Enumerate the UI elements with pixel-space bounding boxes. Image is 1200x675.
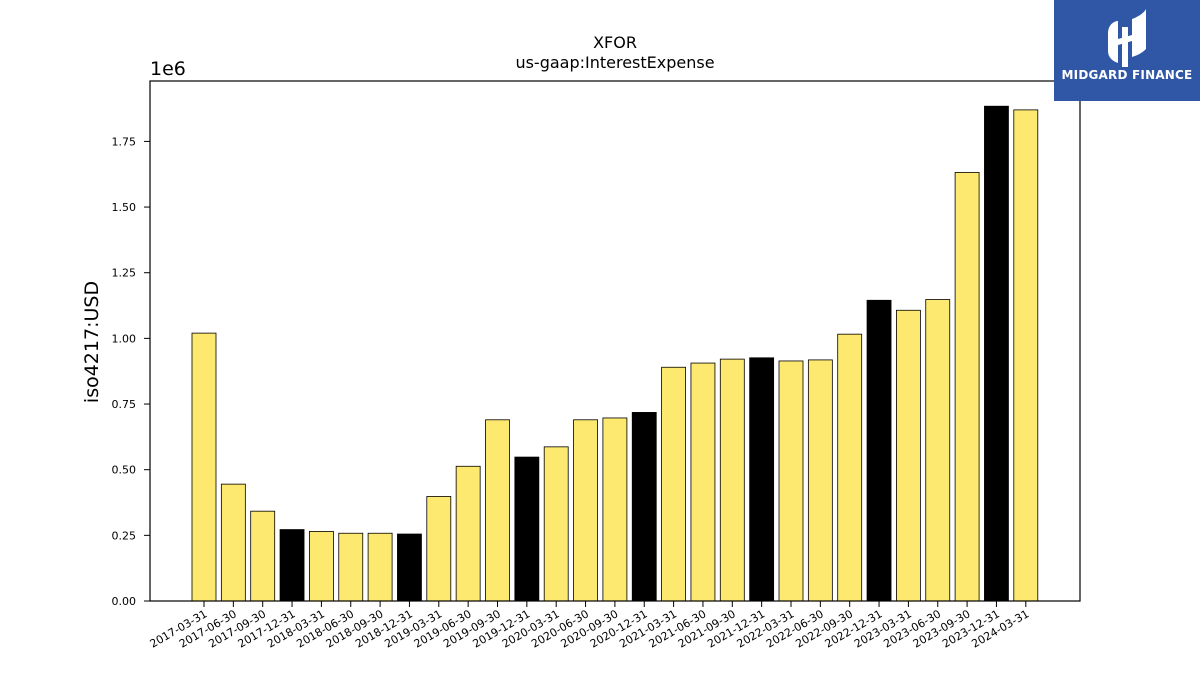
bar-2022-06-30	[807, 359, 833, 602]
brand-name: MIDGARD FINANCE	[1061, 68, 1193, 82]
bar-2019-09-30	[485, 419, 510, 602]
y-tick-label: 0.00	[112, 595, 137, 608]
bar-2017-03-31	[191, 332, 217, 602]
plot-area: 0.000.250.500.751.001.251.501.752017-03-…	[112, 80, 1081, 651]
bar-2023-03-31	[896, 309, 921, 602]
y-tick-label: 1.25	[112, 267, 137, 280]
y-axis-multiplier: 1e6	[150, 58, 186, 80]
bar-2017-09-30	[250, 510, 276, 602]
chart-title: XFOR	[593, 33, 637, 52]
bar-2021-06-30	[690, 362, 716, 602]
y-tick-label: 1.75	[112, 135, 137, 148]
bar-2020-06-30	[573, 419, 598, 602]
bar-2020-03-31	[543, 446, 569, 602]
bar-2022-09-30	[837, 333, 863, 602]
brand-logo: MIDGARD FINANCE	[1054, 0, 1200, 101]
bar-2019-06-30	[455, 465, 481, 602]
bar-2018-12-31	[397, 533, 422, 602]
bar-2021-12-31	[749, 357, 775, 602]
bar-2020-09-30	[602, 417, 628, 602]
bar-2023-12-31	[984, 105, 1009, 602]
bar-2021-03-31	[661, 366, 686, 602]
y-tick-label: 1.50	[112, 201, 137, 214]
bar-2020-12-31	[631, 412, 657, 602]
y-tick-label: 1.00	[112, 332, 137, 345]
chart-subtitle: us-gaap:InterestExpense	[515, 53, 714, 72]
y-tick-label: 0.75	[112, 398, 137, 411]
y-axis-label: iso4217:USD	[81, 281, 103, 403]
bar-2019-03-31	[426, 496, 452, 602]
y-tick-label: 0.50	[112, 464, 137, 477]
bar-2019-12-31	[514, 456, 540, 602]
y-tick-label: 0.25	[112, 529, 137, 542]
bar-2018-06-30	[338, 532, 364, 602]
bar-2018-03-31	[308, 531, 334, 602]
bar-2023-09-30	[954, 171, 980, 602]
bar-2021-09-30	[719, 358, 745, 602]
bar-2023-06-30	[925, 299, 951, 602]
midgard-logo-icon	[1108, 9, 1146, 67]
bar-2022-12-31	[866, 299, 892, 602]
bar-2017-12-31	[279, 529, 305, 602]
bar-2024-03-31	[1013, 109, 1039, 602]
bar-2018-09-30	[367, 532, 393, 602]
bar-2022-03-31	[778, 360, 804, 602]
bar-2017-06-30	[220, 483, 246, 602]
